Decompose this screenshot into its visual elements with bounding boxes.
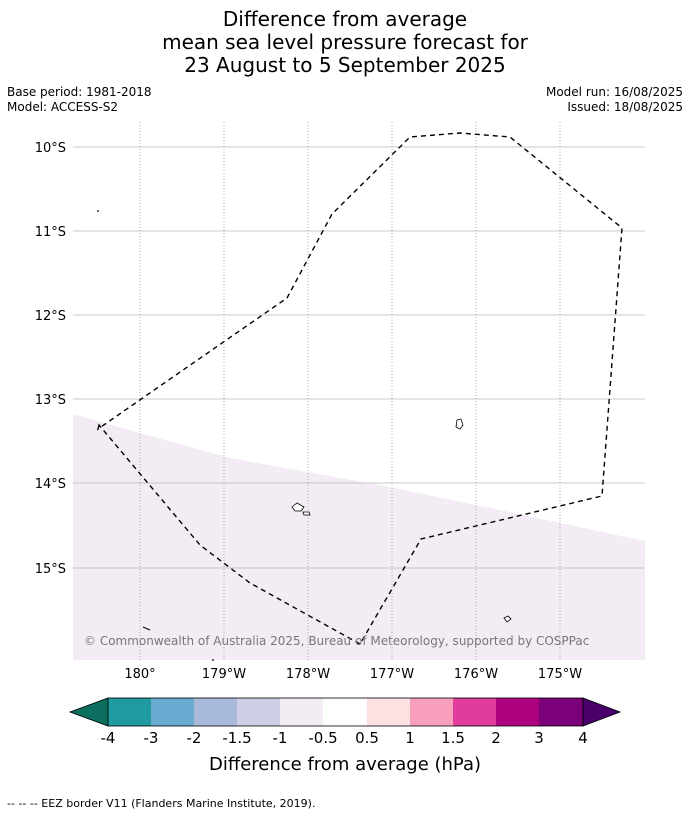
lat-label-10s: 10°S bbox=[35, 141, 66, 156]
colorbar-tick-8: 1.5 bbox=[441, 729, 465, 747]
anomaly-shading-region bbox=[73, 414, 645, 660]
island-5 bbox=[142, 626, 151, 631]
lat-label-11s: 11°S bbox=[35, 225, 66, 240]
lon-labels: 180° 179°W 178°W 177°W 176°W 175°W bbox=[124, 667, 582, 682]
island-3 bbox=[302, 511, 311, 516]
island-2 bbox=[291, 502, 305, 512]
title-line-2: mean sea level pressure forecast for bbox=[162, 30, 528, 54]
map-title: Difference from average mean sea level p… bbox=[0, 8, 690, 77]
colorbar-extend-high bbox=[582, 697, 622, 727]
lon-label-180: 180° bbox=[124, 667, 155, 682]
islet-1 bbox=[97, 210, 99, 212]
colorbar-seg-11 bbox=[539, 698, 583, 726]
lat-label-13s: 13°S bbox=[35, 393, 66, 408]
colorbar-tick-1: -3 bbox=[144, 729, 159, 747]
model-run: Model run: 16/08/2025 bbox=[545, 85, 683, 99]
base-period: Base period: 1981-2018 bbox=[7, 85, 152, 99]
colorbar-seg-1 bbox=[108, 698, 151, 726]
eez-legend-note: -- -- -- EEZ border V11 (Flanders Marine… bbox=[7, 797, 316, 810]
issued-date: Issued: 18/08/2025 bbox=[567, 100, 683, 114]
colorbar-extend-low bbox=[68, 697, 109, 727]
colorbar-seg-5 bbox=[280, 698, 323, 726]
colorbar-tick-4: -1 bbox=[273, 729, 288, 747]
colorbar-seg-10 bbox=[496, 698, 539, 726]
colorbar-tick-9: 2 bbox=[491, 729, 501, 747]
islet-2 bbox=[212, 659, 214, 661]
colorbar-seg-3 bbox=[194, 698, 237, 726]
colorbar-seg-4 bbox=[237, 698, 280, 726]
colorbar-tick-0: -4 bbox=[101, 729, 116, 747]
colorbar-tick-6: 0.5 bbox=[355, 729, 379, 747]
colorbar-seg-6 bbox=[323, 698, 367, 726]
colorbar-seg-7 bbox=[367, 698, 410, 726]
meta-left: Base period: 1981-2018 Model: ACCESS-S2 bbox=[7, 85, 152, 115]
meta-right: Model run: 16/08/2025 Issued: 18/08/2025 bbox=[546, 85, 683, 115]
lat-label-14s: 14°S bbox=[35, 477, 66, 492]
model-name: Model: ACCESS-S2 bbox=[7, 100, 119, 114]
colorbar-tick-2: -2 bbox=[187, 729, 202, 747]
title-line-1: Difference from average bbox=[222, 7, 468, 31]
colorbar-seg-8 bbox=[410, 698, 453, 726]
colorbar-outline bbox=[107, 697, 584, 727]
colorbar-tick-3: -1.5 bbox=[222, 729, 251, 747]
lon-label-177w: 177°W bbox=[370, 667, 414, 682]
title-line-3: 23 August to 5 September 2025 bbox=[184, 53, 506, 77]
lon-label-178w: 178°W bbox=[286, 667, 330, 682]
island-4 bbox=[503, 615, 512, 623]
lon-label-175w: 175°W bbox=[538, 667, 582, 682]
colorbar-title: Difference from average (hPa) bbox=[209, 754, 481, 775]
colorbar-tick-7: 1 bbox=[405, 729, 415, 747]
lat-labels: 10°S 11°S 12°S 13°S 14°S 15°S bbox=[35, 141, 66, 577]
colorbar-seg-2 bbox=[151, 698, 194, 726]
map-panel: © Commonwealth of Australia 2025, Bureau… bbox=[73, 122, 645, 661]
colorbar-tick-5: -0.5 bbox=[308, 729, 337, 747]
lat-label-12s: 12°S bbox=[35, 309, 66, 324]
colorbar bbox=[68, 697, 622, 727]
copyright-text: © Commonwealth of Australia 2025, Bureau… bbox=[84, 634, 589, 648]
lat-gridlines bbox=[73, 146, 645, 569]
colorbar-ticks: -4 -3 -2 -1.5 -1 -0.5 0.5 1 1.5 2 3 4 bbox=[101, 729, 588, 747]
colorbar-seg-9 bbox=[453, 698, 496, 726]
colorbar-tick-10: 3 bbox=[534, 729, 544, 747]
lon-label-176w: 176°W bbox=[454, 667, 498, 682]
island-1 bbox=[455, 418, 464, 430]
lat-label-15s: 15°S bbox=[35, 562, 66, 577]
lon-label-179w: 179°W bbox=[202, 667, 246, 682]
colorbar-tick-11: 4 bbox=[578, 729, 588, 747]
